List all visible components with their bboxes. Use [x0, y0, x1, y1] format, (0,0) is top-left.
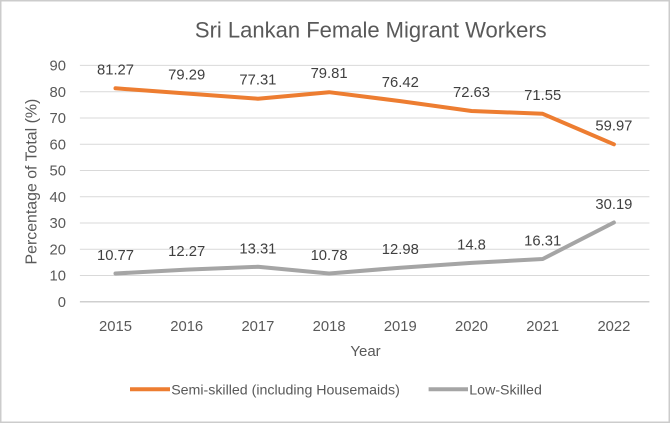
svg-text:10.77: 10.77	[97, 248, 134, 264]
svg-text:2021: 2021	[526, 319, 559, 335]
svg-text:50: 50	[50, 164, 66, 180]
svg-text:0: 0	[58, 295, 66, 311]
svg-text:13.31: 13.31	[239, 241, 276, 257]
svg-text:10: 10	[50, 269, 66, 285]
svg-text:2020: 2020	[455, 319, 488, 335]
svg-text:79.81: 79.81	[311, 66, 348, 82]
svg-text:60: 60	[50, 137, 66, 153]
svg-text:Semi-skilled (including Housem: Semi-skilled (including Housemaids)	[171, 383, 400, 399]
svg-text:Year: Year	[350, 343, 380, 360]
svg-text:90: 90	[50, 59, 66, 75]
svg-text:16.31: 16.31	[524, 234, 561, 250]
svg-text:2015: 2015	[99, 319, 132, 335]
svg-text:79.29: 79.29	[168, 68, 205, 84]
svg-text:76.42: 76.42	[382, 75, 419, 91]
svg-text:2018: 2018	[313, 319, 346, 335]
svg-text:10.78: 10.78	[311, 248, 348, 264]
svg-text:12.98: 12.98	[382, 242, 419, 258]
svg-text:59.97: 59.97	[595, 118, 632, 134]
svg-text:71.55: 71.55	[524, 88, 561, 104]
svg-text:70: 70	[50, 111, 66, 127]
svg-text:77.31: 77.31	[239, 73, 276, 89]
svg-text:2017: 2017	[241, 319, 274, 335]
svg-text:80: 80	[50, 85, 66, 101]
svg-text:Percentage of Total (%): Percentage of Total (%)	[23, 99, 40, 265]
svg-text:81.27: 81.27	[97, 62, 134, 78]
svg-text:72.63: 72.63	[453, 85, 490, 101]
svg-text:14.8: 14.8	[457, 237, 486, 253]
svg-text:Low-Skilled: Low-Skilled	[469, 383, 542, 399]
svg-text:40: 40	[50, 190, 66, 206]
svg-text:30: 30	[50, 216, 66, 232]
svg-text:2019: 2019	[384, 319, 417, 335]
svg-text:12.27: 12.27	[168, 244, 205, 260]
svg-text:2016: 2016	[170, 319, 203, 335]
svg-text:2022: 2022	[597, 319, 630, 335]
svg-text:30.19: 30.19	[595, 197, 632, 213]
svg-text:Sri Lankan Female Migrant Work: Sri Lankan Female Migrant Workers	[195, 18, 547, 43]
svg-text:20: 20	[50, 242, 66, 258]
